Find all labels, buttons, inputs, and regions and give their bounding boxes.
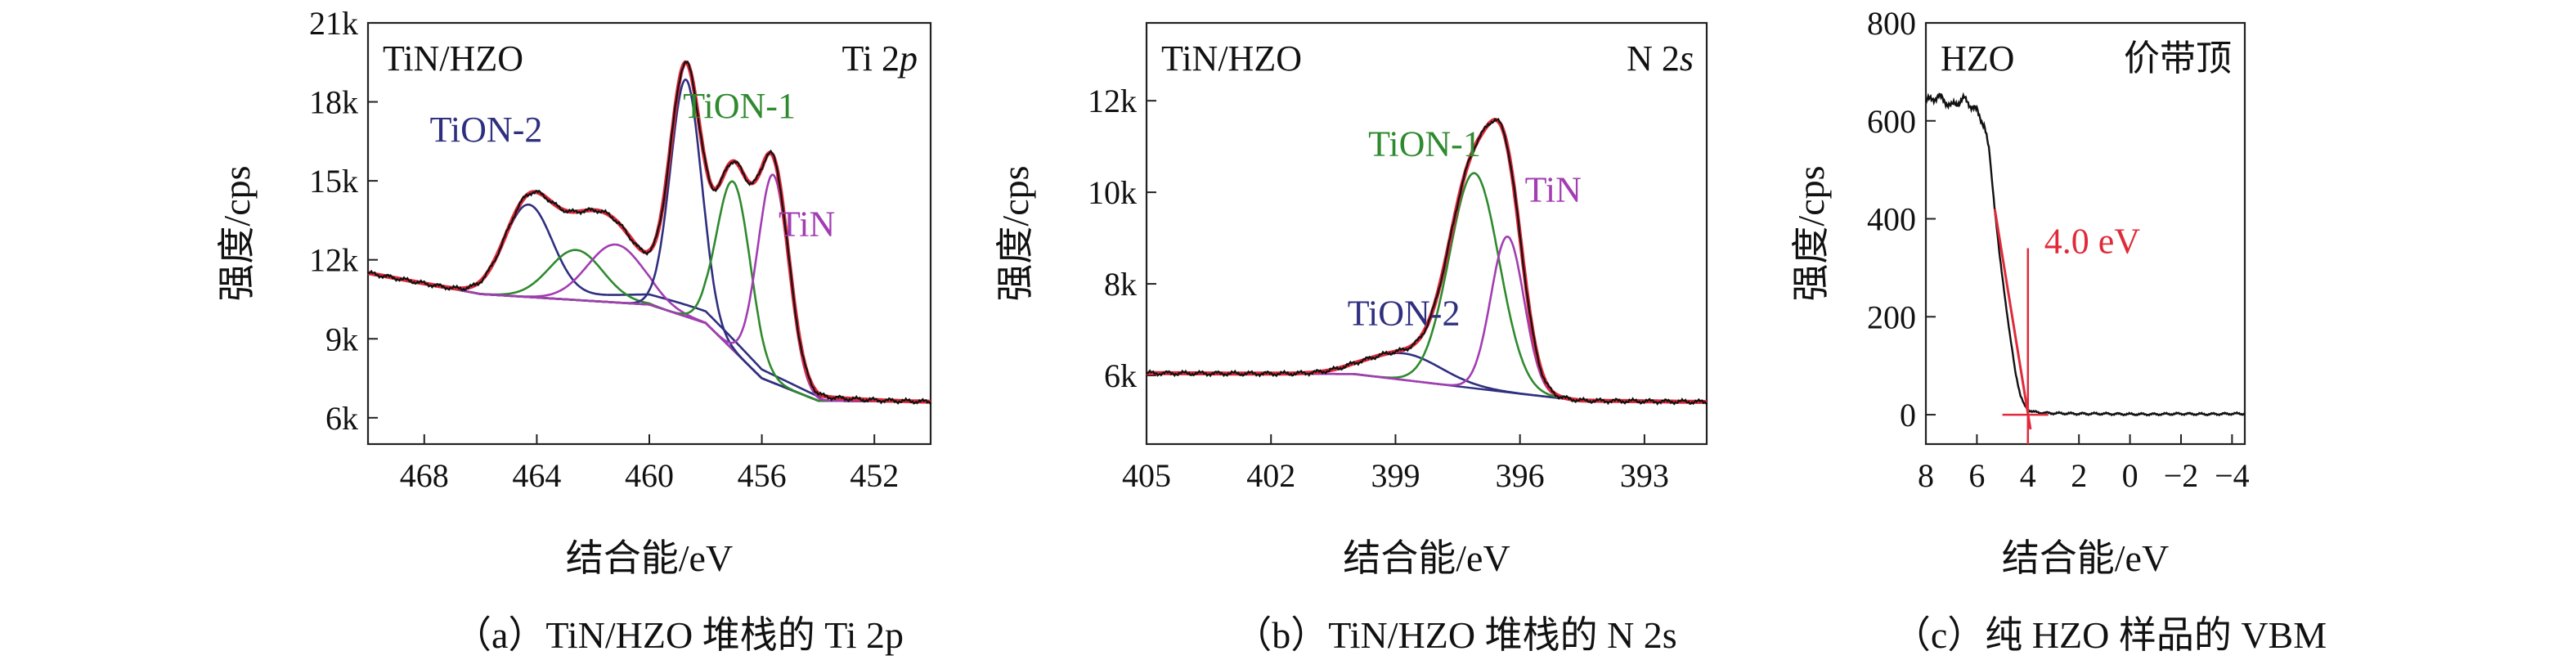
series-label-b-0: TiON-1	[1368, 123, 1481, 164]
x-tick-label-c: 6	[1968, 457, 1985, 494]
y-tick-label-c: 800	[1867, 5, 1916, 42]
x-tick-label-b: 393	[1620, 457, 1669, 494]
x-tick-label-c: 2	[2071, 457, 2087, 494]
caption-b: （b）TiN/HZO 堆栈的 N 2s	[1234, 614, 1677, 656]
background-line-b	[1147, 372, 1707, 403]
series-label-a-1: TiON-1	[683, 86, 796, 126]
panel-a: 468 464 460 456 452 6k 9k 12k 15k 18k 21k 结合能/eV 强度/…	[216, 5, 932, 579]
y-tick-label-b: 8k	[1104, 266, 1137, 303]
y-tick-label-b: 10k	[1088, 174, 1137, 211]
y-axis-label-b: 强度/cps	[994, 165, 1036, 301]
series-label-b-2: TiON-2	[1348, 293, 1461, 333]
y-tick-label-a: 6k	[325, 400, 358, 437]
x-tick-label-a: 456	[738, 457, 787, 494]
annotation-c-2: 4.0 eV	[2044, 221, 2141, 261]
panel-b: 405 402 399 396 393 6k 8k 10k 12k 结合能/eV 强度/cps TiN…	[994, 21, 1708, 579]
raw-data-a	[367, 60, 931, 405]
y-tick-label-b: 6k	[1104, 357, 1137, 394]
component-curve-a-2	[367, 243, 931, 403]
x-tick-label-b: 399	[1371, 457, 1420, 494]
y-axis-label-a: 强度/cps	[216, 165, 258, 301]
annotation-c-1: 价带顶	[2124, 38, 2232, 79]
y-tick-label-c: 200	[1867, 299, 1916, 335]
y-tick-label-a: 18k	[309, 84, 358, 121]
x-tick-label-b: 396	[1496, 457, 1545, 494]
x-tick-label-c: 0	[2122, 457, 2138, 494]
x-tick-label-c: −4	[2215, 457, 2250, 494]
annotation-orbital: s	[1680, 38, 1694, 79]
y-tick-label-a: 12k	[309, 242, 358, 279]
x-tick-label-b: 405	[1122, 457, 1171, 494]
vbm-spectrum	[1924, 92, 2246, 417]
annotation-text: N 2	[1627, 38, 1680, 79]
x-tick-label-b: 402	[1246, 457, 1295, 494]
annotation-b-0: TiN/HZO	[1161, 38, 1302, 79]
y-tick-label-c: 0	[1900, 397, 1916, 433]
component-curve-b-1	[1147, 172, 1707, 403]
y-tick-label-c: 400	[1867, 201, 1916, 238]
y-tick-label-a: 21k	[309, 5, 358, 42]
x-tick-label-a: 452	[850, 457, 899, 494]
series-label-b-1: TiN	[1525, 169, 1582, 209]
x-tick-label-c: −2	[2164, 457, 2199, 494]
plot-frame-a	[366, 21, 932, 446]
series-label-a-2: TiN	[779, 204, 835, 245]
x-tick-label-c: 4	[2020, 457, 2036, 494]
y-tick-label-a: 9k	[325, 321, 358, 357]
x-tick-label-a: 460	[625, 457, 674, 494]
annotation-orbital: p	[897, 38, 918, 79]
y-tick-label-c: 600	[1867, 103, 1916, 140]
y-axis-label-c: 强度/cps	[1790, 165, 1832, 301]
series-label-a-0: TiON-2	[430, 110, 543, 150]
annotation-b-1: N 2s	[1627, 38, 1694, 79]
y-tick-label-b: 12k	[1088, 83, 1137, 119]
plot-frame-b	[1145, 21, 1708, 446]
x-tick-label-c: 8	[1918, 457, 1934, 494]
annotation-a-0: TiN/HZO	[383, 38, 523, 79]
annotation-c-0: HZO	[1941, 38, 2014, 79]
raw-data-b	[1146, 118, 1708, 406]
y-tick-label-a: 15k	[309, 163, 358, 200]
caption-a: （a）TiN/HZO 堆栈的 Ti 2p	[454, 614, 904, 656]
x-axis-label-b: 结合能/eV	[1343, 537, 1510, 579]
x-axis-label-c: 结合能/eV	[2002, 537, 2169, 579]
x-tick-label-a: 464	[512, 457, 561, 494]
vbm-fit-line	[1993, 209, 2032, 430]
component-curve-a-1	[367, 249, 931, 403]
fit-envelope-a	[367, 60, 931, 404]
x-tick-label-a: 468	[400, 457, 449, 494]
x-axis-label-a: 结合能/eV	[566, 537, 733, 579]
component-curve-b-0	[1147, 352, 1707, 403]
plot-frame-c	[1924, 21, 2246, 446]
annotation-text: Ti 2	[841, 38, 900, 79]
caption-c: （c）纯 HZO 样品的 VBM	[1892, 614, 2327, 656]
annotation-a-1: Ti 2p	[841, 38, 918, 79]
